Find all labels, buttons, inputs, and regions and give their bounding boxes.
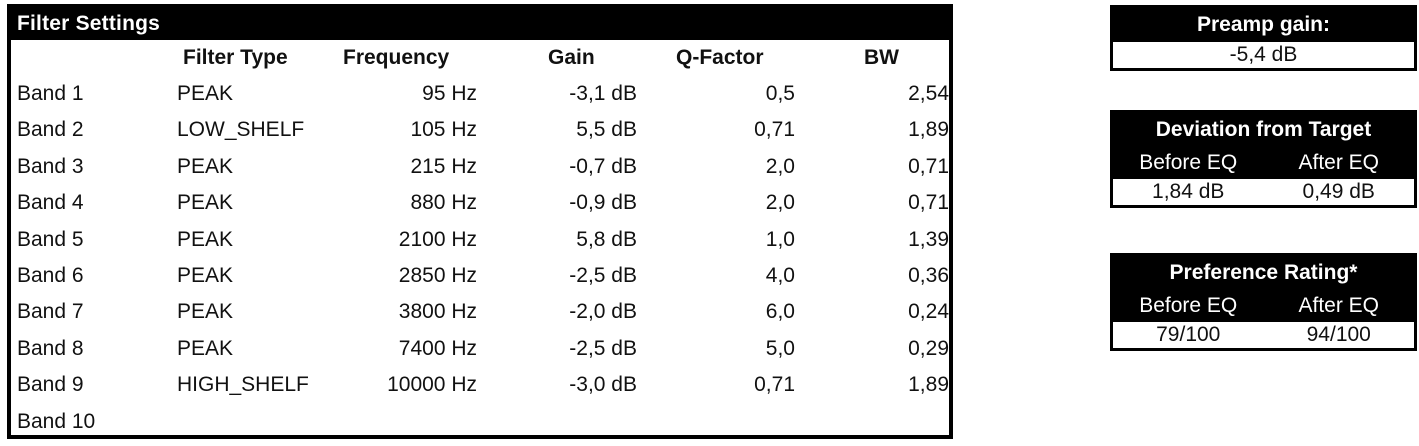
band-gain (481, 404, 637, 440)
band-gain: 5,5 dB (576, 118, 637, 142)
preamp-gain-value: -5,4 dB (1229, 43, 1298, 66)
band-frequency: 105 Hz (410, 118, 477, 142)
band-name: Band 1 (17, 82, 84, 105)
band-name: Band 3 (17, 154, 84, 178)
band-filter-type: LOW_SHELF (177, 118, 305, 142)
band-q-factor (637, 404, 795, 440)
band-filter-type (177, 404, 337, 440)
band-q-factor: 5,0 (765, 336, 795, 360)
table-row: Band 7 PEAK 3800 Hz -2,0 dB 6,0 0,24 (11, 294, 949, 330)
table-row: Band 10 (11, 404, 949, 440)
band-bw (797, 404, 949, 440)
band-filter-type: PEAK (177, 82, 234, 105)
band-bw: 1,89 (908, 118, 949, 142)
band-bw: 0,36 (908, 263, 949, 287)
preference-after-label: After EQ (1298, 294, 1380, 317)
band-filter-type: HIGH_SHELF (177, 373, 309, 397)
preamp-gain-value-row: -5,4 dB (1113, 42, 1414, 68)
table-row: Band 2 LOW_SHELF 105 Hz 5,5 dB 0,71 1,89 (11, 112, 949, 148)
filter-settings-title: Filter Settings (11, 8, 949, 40)
preference-rating-title: Preference Rating* (1113, 256, 1414, 290)
band-name: Band 8 (17, 336, 84, 360)
table-header-row: Filter Type Frequency Gain Q-Factor BW (11, 40, 949, 76)
preference-before-value: 79/100 (1156, 323, 1221, 346)
band-gain: -2,0 dB (569, 300, 637, 324)
band-filter-type: PEAK (177, 300, 234, 324)
band-bw: 0,29 (908, 336, 949, 360)
deviation-title: Deviation from Target (1113, 113, 1414, 147)
table-row: Band 6 PEAK 2850 Hz -2,5 dB 4,0 0,36 (11, 258, 949, 294)
preference-values: 79/100 94/100 (1113, 322, 1414, 348)
deviation-labels: Before EQ After EQ (1113, 147, 1414, 179)
band-name: Band 4 (17, 191, 84, 215)
band-frequency: 3800 Hz (398, 300, 477, 324)
band-filter-type: PEAK (177, 154, 234, 178)
band-q-factor: 6,0 (765, 300, 795, 324)
table-row: Band 9 HIGH_SHELF 10000 Hz -3,0 dB 0,71 … (11, 367, 949, 403)
header-q-factor: Q-Factor (676, 46, 764, 69)
preamp-gain-box: Preamp gain: -5,4 dB (1110, 5, 1417, 71)
header-frequency: Frequency (343, 46, 450, 69)
band-gain: -2,5 dB (569, 336, 637, 360)
band-q-factor: 0,71 (754, 373, 795, 397)
band-filter-type: PEAK (177, 191, 234, 215)
band-frequency: 7400 Hz (398, 336, 477, 360)
filter-settings-table: Filter Settings Filter Type Frequency Ga… (7, 4, 953, 439)
deviation-after-value: 0,49 dB (1302, 180, 1375, 203)
band-q-factor: 0,71 (754, 118, 795, 142)
band-bw: 0,24 (908, 300, 949, 324)
band-frequency: 215 Hz (410, 154, 477, 178)
band-gain: -2,5 dB (569, 263, 637, 287)
band-frequency: 95 Hz (422, 82, 477, 105)
preference-rating-box: Preference Rating* Before EQ After EQ 79… (1110, 253, 1417, 351)
deviation-after-label: After EQ (1298, 151, 1380, 174)
table-row: Band 4 PEAK 880 Hz -0,9 dB 2,0 0,71 (11, 185, 949, 221)
band-filter-type: PEAK (177, 263, 234, 287)
header-filter-type: Filter Type (183, 46, 288, 69)
band-gain: -0,7 dB (569, 154, 637, 178)
deviation-values: 1,84 dB 0,49 dB (1113, 179, 1414, 205)
deviation-before-value: 1,84 dB (1152, 180, 1225, 203)
header-gain: Gain (548, 46, 595, 69)
deviation-box: Deviation from Target Before EQ After EQ… (1110, 110, 1417, 208)
band-q-factor: 4,0 (765, 263, 795, 287)
table-row: Band 3 PEAK 215 Hz -0,7 dB 2,0 0,71 (11, 149, 949, 185)
band-frequency: 2850 Hz (398, 263, 477, 287)
band-name: Band 2 (17, 118, 84, 142)
band-gain: -3,1 dB (569, 82, 637, 105)
band-gain: -0,9 dB (569, 191, 637, 215)
band-frequency (327, 404, 477, 440)
table-row: Band 1 PEAK 95 Hz -3,1 dB 0,5 2,54 (11, 76, 949, 112)
table-row: Band 8 PEAK 7400 Hz -2,5 dB 5,0 0,29 (11, 331, 949, 367)
preference-labels: Before EQ After EQ (1113, 290, 1414, 322)
band-frequency: 880 Hz (410, 191, 477, 215)
band-filter-type: PEAK (177, 227, 234, 251)
band-q-factor: 2,0 (765, 154, 795, 178)
band-gain: 5,8 dB (576, 227, 637, 251)
band-name: Band 9 (17, 373, 84, 397)
header-band (17, 40, 137, 76)
band-bw: 0,71 (908, 191, 949, 215)
table-row: Band 5 PEAK 2100 Hz 5,8 dB 1,0 1,39 (11, 222, 949, 258)
band-bw: 0,71 (908, 154, 949, 178)
band-name: Band 6 (17, 263, 84, 287)
band-frequency: 2100 Hz (398, 227, 477, 251)
header-bw: BW (864, 46, 899, 69)
band-frequency: 10000 Hz (387, 373, 477, 397)
band-q-factor: 0,5 (765, 82, 795, 105)
band-name: Band 7 (17, 300, 84, 324)
band-bw: 1,39 (908, 227, 949, 251)
band-gain: -3,0 dB (569, 373, 637, 397)
deviation-before-label: Before EQ (1139, 151, 1238, 174)
band-bw: 2,54 (908, 82, 949, 105)
band-name: Band 10 (17, 409, 96, 433)
band-q-factor: 2,0 (765, 191, 795, 215)
band-name: Band 5 (17, 227, 84, 251)
band-q-factor: 1,0 (765, 227, 795, 251)
preference-after-value: 94/100 (1306, 323, 1371, 346)
band-filter-type: PEAK (177, 336, 234, 360)
band-bw: 1,89 (908, 373, 949, 397)
preference-before-label: Before EQ (1139, 294, 1238, 317)
preamp-gain-title: Preamp gain: (1113, 8, 1414, 42)
